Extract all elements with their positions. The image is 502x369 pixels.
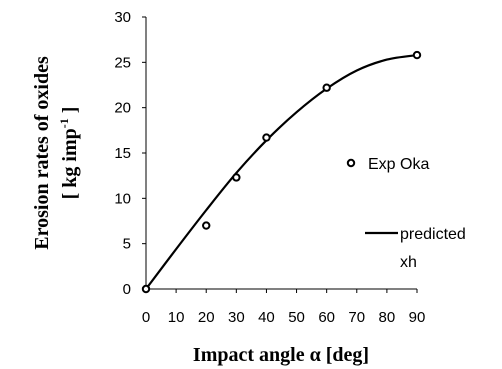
x-tick-label: 90	[409, 309, 426, 326]
y-tick-label: 15	[114, 145, 131, 162]
data-point-exp-oka	[141, 284, 151, 294]
x-axis-title: Impact angle α [deg]	[193, 344, 369, 366]
y-axis-title-unit: [ kg imp	[59, 128, 81, 199]
ticks: 0 5 10 15 20 25 30 0 10 20 30 40 50 60 70 80 90	[114, 9, 425, 326]
x-tick-label: 70	[348, 309, 365, 326]
y-tick-label: 0	[123, 281, 131, 298]
legend-label-exp-oka: Exp Oka	[368, 156, 429, 173]
legend-label-predicted-line2: xh	[400, 254, 417, 271]
y-axis-title-line1: Erosion rates of oxides	[31, 56, 53, 250]
x-tick-label: 10	[168, 309, 185, 326]
axes	[145, 17, 417, 290]
y-axis-title-unit-end: ]	[59, 107, 81, 119]
data-point-exp-oka	[322, 83, 331, 92]
legend: Exp Oka predicted xh	[346, 156, 466, 271]
y-axis-title-line2: [ kg imp-1 ]	[57, 107, 81, 200]
legend-marker-exp-oka	[346, 158, 356, 168]
x-tick-label: 60	[318, 309, 335, 326]
y-tick-label: 20	[114, 100, 131, 117]
y-tick-label: 25	[114, 54, 131, 71]
x-tick-label: 20	[198, 309, 215, 326]
x-tick-label: 0	[142, 309, 150, 326]
series-layer	[141, 50, 422, 294]
y-tick-label: 10	[114, 190, 131, 207]
series-predicted-line	[145, 53, 418, 290]
x-tick-label: 80	[379, 309, 396, 326]
x-tick-label: 40	[258, 309, 275, 326]
y-tick-label: 30	[114, 9, 131, 26]
x-tick-label: 30	[228, 309, 245, 326]
data-point-exp-oka	[202, 221, 211, 230]
y-axis-title-unit-exponent: -1	[57, 118, 71, 128]
legend-label-predicted-line1: predicted	[400, 226, 466, 243]
data-point-exp-oka	[412, 50, 422, 60]
x-tick-label: 50	[288, 309, 305, 326]
y-tick-label: 5	[123, 236, 131, 253]
data-point-exp-oka	[232, 173, 241, 182]
data-point-exp-oka	[262, 133, 271, 142]
